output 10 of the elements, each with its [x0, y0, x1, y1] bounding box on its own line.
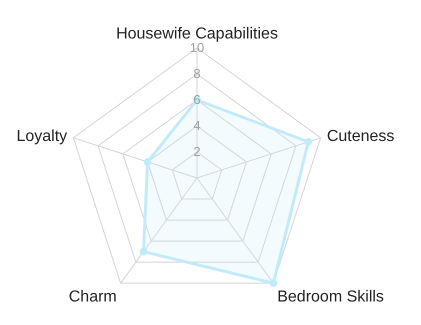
y-tick-label: 6 [193, 92, 201, 107]
spoke-label: Cuteness [326, 128, 394, 145]
spoke-label: Housewife Capabilities [116, 26, 278, 42]
spoke-label: Charm [68, 288, 117, 306]
spoke-label: Loyalty [16, 128, 68, 145]
spoke-label: Bedroom Skills [277, 288, 384, 306]
y-tick-label: 8 [193, 66, 201, 81]
y-tick-label: 10 [190, 40, 204, 55]
y-tick-label: 2 [193, 144, 201, 159]
y-tick-label: 4 [193, 118, 201, 133]
